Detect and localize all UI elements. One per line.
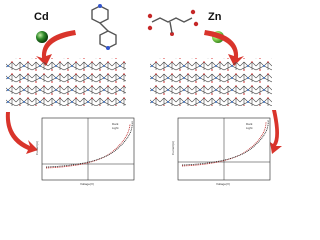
axis-label: Voltage(V) — [80, 182, 94, 186]
crystal-structure — [6, 58, 126, 106]
arrow — [270, 110, 282, 154]
arrow — [5, 112, 38, 154]
axis-label: Current(A) — [171, 141, 175, 155]
axis-label: Current(A) — [35, 141, 39, 155]
metal-label: Cd — [34, 11, 49, 23]
crystal-structure — [150, 58, 272, 106]
arrow — [204, 30, 244, 66]
legend-label: Dark — [246, 122, 253, 126]
arrow — [36, 30, 76, 66]
axis-label: Voltage(V) — [216, 182, 230, 186]
ligand-bipyridine — [91, 4, 117, 50]
ligand-dicarboxylate — [147, 9, 199, 36]
iv-plot: Dark Light Voltage(V) Current(A) — [35, 117, 135, 186]
graphical-abstract: Cd Zn Dark Light Voltage(V) Current(A) — [5, 4, 282, 186]
metal-label: Zn — [208, 11, 222, 23]
iv-plot: Dark Light Voltage(V) Current(A) — [171, 117, 271, 186]
legend-label: Dark — [112, 122, 119, 126]
metal-sphere — [36, 31, 48, 43]
legend-label: Light — [112, 126, 119, 130]
legend-label: Light — [246, 126, 253, 130]
